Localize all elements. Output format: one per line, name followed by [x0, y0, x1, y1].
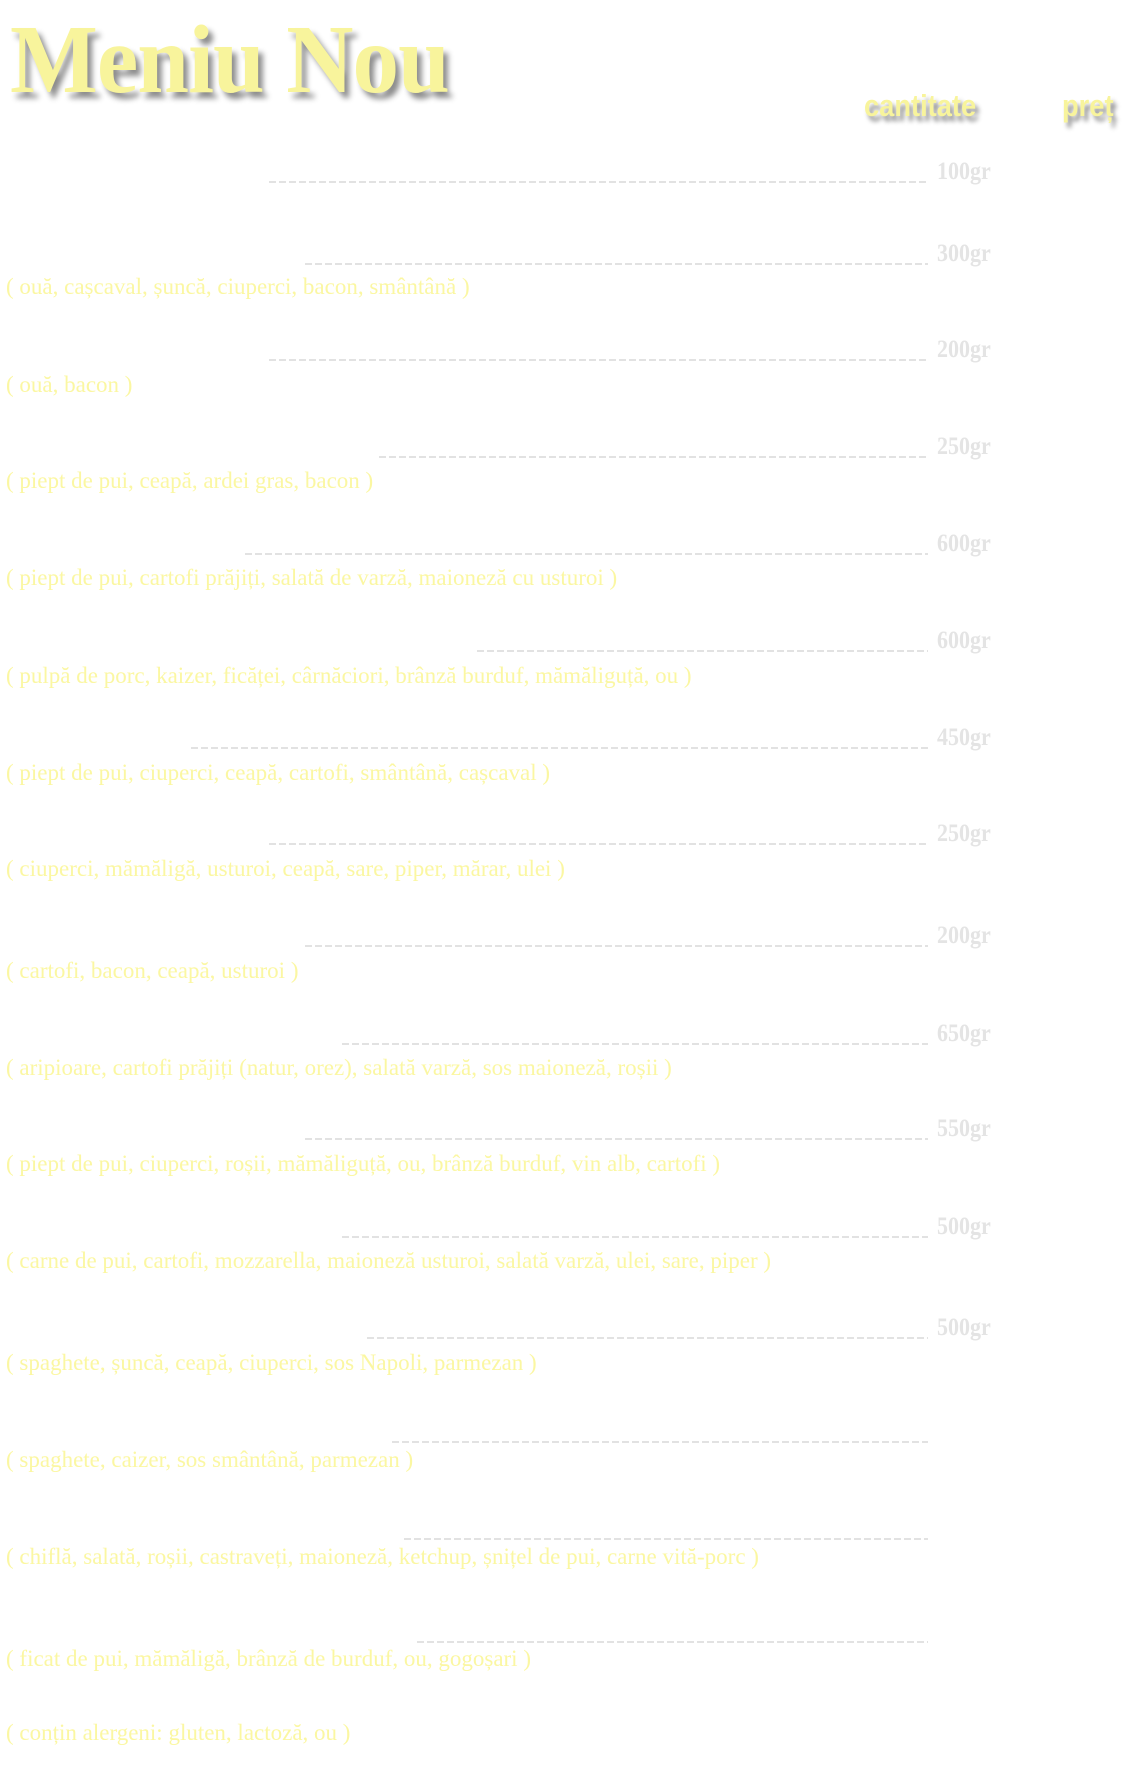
item-quantity: 300gr — [937, 239, 992, 267]
item-ingredients: ( ouă, cașcaval, șuncă, ciuperci, bacon,… — [6, 274, 470, 300]
dotted-leader — [404, 1538, 929, 1541]
item-ingredients: ( ficat de pui, mămăligă, brânză de burd… — [6, 1645, 531, 1671]
dotted-leader — [379, 456, 929, 459]
item-ingredients: ( spaghete, caizer, sos smântână, parmez… — [6, 1447, 414, 1473]
item-quantity: 250gr — [937, 820, 992, 848]
item-ingredients: ( aripioare, cartofi prăjiți (natur, ore… — [6, 1054, 672, 1080]
dotted-leader — [341, 1236, 929, 1239]
dotted-leader — [341, 1042, 929, 1045]
item-ingredients: ( piept de pui, ciuperci, ceapă, cartofi… — [6, 759, 551, 785]
dotted-leader — [305, 1138, 929, 1141]
item-quantity: 500gr — [937, 1313, 992, 1341]
item-ingredients: ( ciuperci, mămăligă, usturoi, ceapă, sa… — [6, 856, 565, 882]
item-quantity: 250gr — [937, 433, 992, 461]
price-column-header: preț — [1062, 88, 1114, 123]
item-quantity: 650gr — [937, 1019, 992, 1047]
item-quantity: 450gr — [937, 723, 992, 751]
item-quantity: 600gr — [937, 626, 992, 654]
item-quantity: 500gr — [937, 1213, 992, 1241]
item-ingredients: ( spaghete, șuncă, ceapă, ciuperci, sos … — [6, 1349, 537, 1375]
item-ingredients: ( carne de pui, cartofi, mozzarella, mai… — [6, 1248, 772, 1274]
item-ingredients: ( cartofi, bacon, ceapă, usturoi ) — [6, 957, 299, 983]
dotted-leader — [366, 1336, 929, 1339]
dotted-leader — [191, 746, 929, 749]
dotted-leader — [268, 843, 929, 846]
dotted-leader — [305, 944, 929, 947]
item-ingredients: ( pulpă de porc, kaizer, ficăței, cârnăc… — [6, 662, 692, 688]
item-ingredients: ( ouă, bacon ) — [6, 372, 133, 398]
dotted-leader — [305, 262, 929, 265]
allergens-note: ( conțin alergeni: gluten, lactoză, ou ) — [6, 1720, 351, 1745]
item-quantity: 200gr — [937, 336, 992, 364]
item-ingredients: ( piept de pui, ciuperci, roșii, mămălig… — [6, 1151, 721, 1177]
item-quantity: 600gr — [937, 529, 992, 557]
dotted-leader — [391, 1441, 929, 1444]
item-ingredients: ( piept de pui, ceapă, ardei gras, bacon… — [6, 467, 374, 493]
dotted-leader — [268, 359, 929, 362]
item-ingredients: ( chiflă, salată, roșii, castraveți, mai… — [6, 1544, 759, 1570]
dotted-leader — [416, 1640, 929, 1643]
dotted-leader — [477, 649, 929, 652]
dotted-leader — [244, 552, 929, 555]
item-quantity: 100gr — [937, 157, 992, 185]
dotted-leader — [268, 180, 929, 183]
quantity-column-header: cantitate — [864, 88, 977, 123]
item-ingredients: ( piept de pui, cartofi prăjiți, salată … — [6, 564, 618, 590]
item-quantity: 550gr — [937, 1115, 992, 1143]
item-quantity: 200gr — [937, 921, 992, 949]
menu-title: Meniu Nou — [10, 6, 450, 114]
